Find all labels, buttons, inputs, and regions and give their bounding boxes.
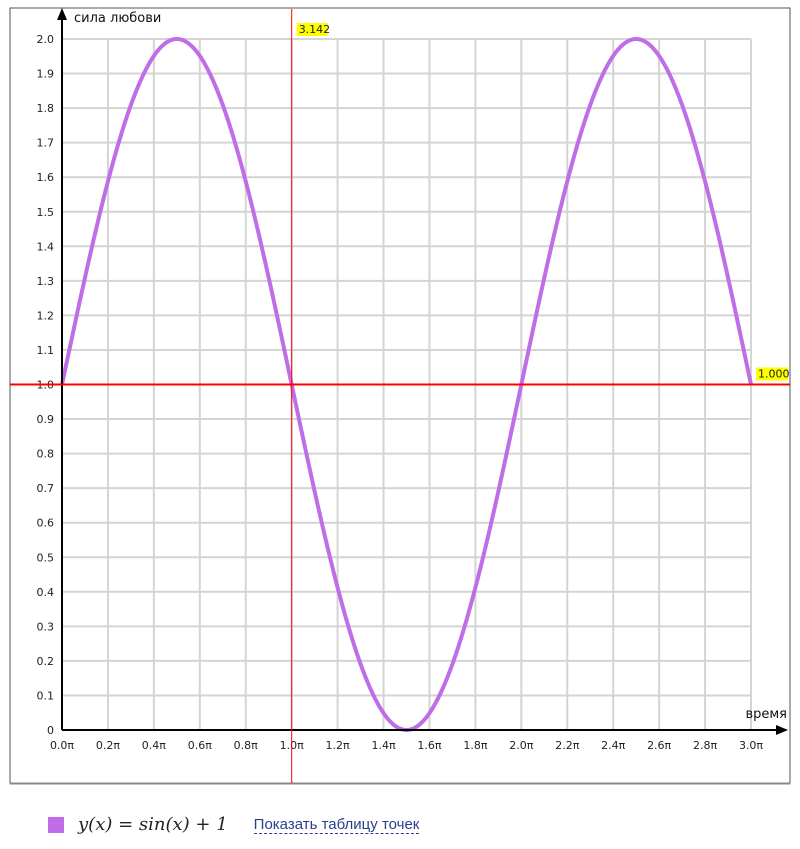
x-tick-label: 2.2π (555, 739, 579, 752)
crosshair: 3.142 1.000 (10, 9, 790, 783)
x-tick-label: 3.0π (739, 739, 763, 752)
y-tick-label: 0.9 (37, 413, 55, 426)
y-tick-label: 1.8 (37, 102, 55, 115)
y-tick-label: 1.7 (37, 137, 55, 150)
crosshair-y-label: 1.000 (758, 368, 790, 381)
ticks: 0.0π 0.2π 0.4π 0.6π 0.8π 1.0π 1.2π 1.4π 1.6π 1.8π… (37, 33, 764, 752)
y-axis-arrow-icon (57, 8, 67, 20)
y-tick-label: 0.2 (37, 655, 55, 668)
x-tick-label: 0.8π (234, 739, 258, 752)
y-axis-label: сила любови (74, 11, 161, 26)
y-tick-label: 0.5 (37, 551, 55, 564)
x-tick-label: 1.8π (463, 739, 487, 752)
legend-swatch (48, 816, 64, 833)
y-tick-label: 1.6 (37, 171, 55, 184)
y-tick-label: 0 (47, 724, 54, 737)
x-tick-label: 2.8π (693, 739, 717, 752)
y-tick-label: 1.5 (37, 206, 55, 219)
y-tick-label: 1.9 (37, 68, 55, 81)
x-tick-label: 0.2π (96, 739, 120, 752)
y-tick-label: 0.8 (37, 448, 55, 461)
legend: y(x) = sin(x) + 1 Показать таблицу точек (48, 814, 420, 835)
y-tick-label: 0.1 (37, 689, 55, 702)
x-tick-label: 1.2π (326, 739, 350, 752)
x-tick-label: 0.4π (142, 739, 166, 752)
x-tick-label: 2.4π (601, 739, 625, 752)
x-tick-label: 2.6π (647, 739, 671, 752)
crosshair-y-label-bg (756, 367, 788, 381)
x-tick-label: 1.4π (371, 739, 395, 752)
y-tick-label: 2.0 (37, 33, 55, 46)
chart-frame (9, 7, 791, 784)
y-tick-label: 0.6 (37, 517, 55, 530)
axes: сила любови время (57, 8, 788, 735)
x-tick-label: 0.6π (188, 739, 212, 752)
crosshair-x-label-bg (296, 23, 328, 36)
x-axis-arrow-icon (776, 725, 788, 735)
chart: 0.0π 0.2π 0.4π 0.6π 0.8π 1.0π 1.2π 1.4π 1.6π 1.8π… (9, 7, 791, 785)
legend-formula: y(x) = sin(x) + 1 (78, 814, 228, 835)
y-tick-label: 1.3 (37, 275, 55, 288)
x-tick-label: 0.0π (50, 739, 74, 752)
y-tick-label: 1.1 (37, 344, 55, 357)
crosshair-x-label: 3.142 (299, 23, 331, 36)
y-tick-label: 0.7 (37, 482, 55, 495)
x-tick-label: 1.6π (417, 739, 441, 752)
y-tick-label: 0.3 (37, 620, 55, 633)
show-table-link[interactable]: Показать таблицу точек (253, 815, 420, 834)
x-axis-label: время (745, 707, 787, 722)
y-tick-label: 0.4 (37, 586, 55, 599)
y-tick-label: 1.2 (37, 309, 55, 322)
x-tick-label: 2.0π (509, 739, 533, 752)
y-tick-label: 1.4 (37, 240, 55, 253)
